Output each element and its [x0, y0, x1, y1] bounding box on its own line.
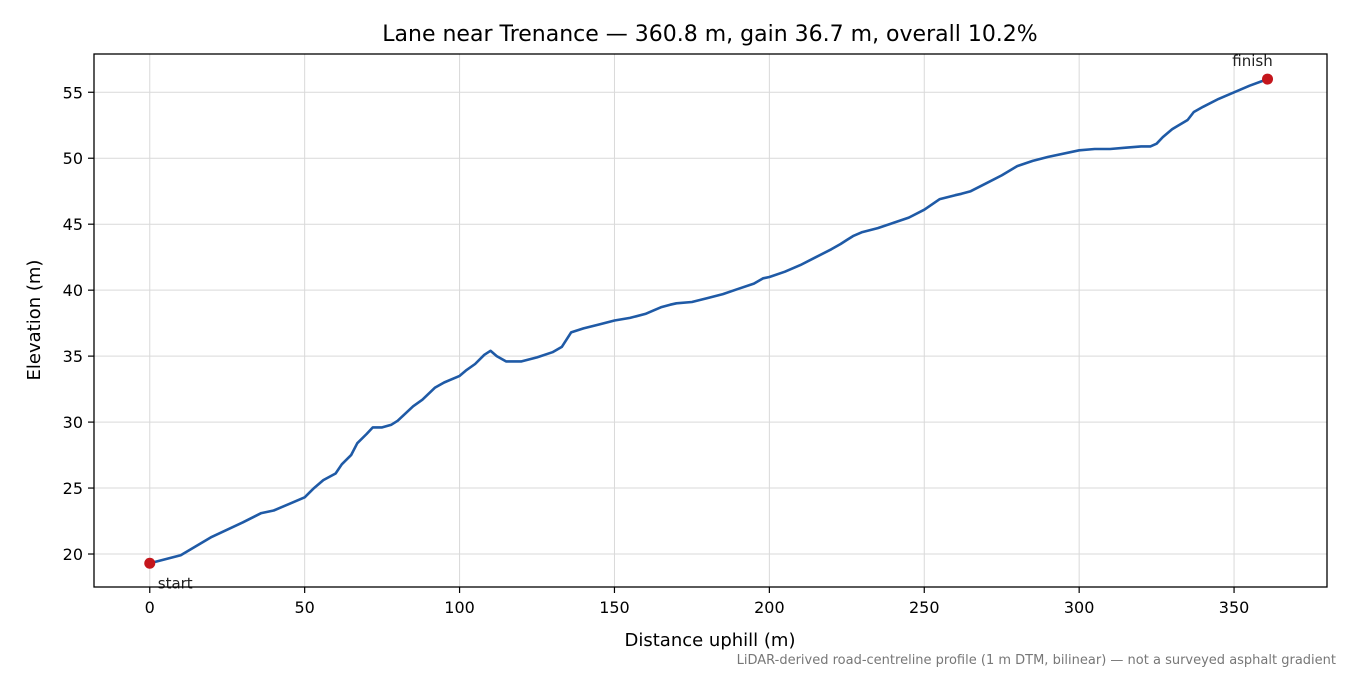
x-tick-label: 150 [599, 598, 630, 617]
y-tick-label: 25 [63, 479, 83, 498]
marker-label-start: start [158, 574, 193, 592]
elevation-profile-line [148, 77, 1269, 565]
x-axis-label: Distance uphill (m) [625, 630, 796, 651]
x-tick-label: 0 [145, 598, 155, 617]
marker-finish [1262, 73, 1274, 85]
marker-label-finish: finish [1232, 52, 1272, 70]
y-tick-label: 45 [63, 215, 83, 234]
y-tick-label: 40 [63, 281, 83, 300]
x-tick-label: 350 [1219, 598, 1250, 617]
chart-footnote: LiDAR-derived road-centreline profile (1… [737, 653, 1336, 668]
x-tick-label: 50 [294, 598, 314, 617]
chart-title: Lane near Trenance — 360.8 m, gain 36.7 … [382, 22, 1037, 47]
y-tick-label: 20 [63, 545, 83, 564]
x-tick-label: 200 [754, 598, 785, 617]
x-tick-label: 100 [444, 598, 475, 617]
y-tick-label: 35 [63, 347, 83, 366]
marker-start [144, 557, 156, 569]
y-tick-label: 30 [63, 413, 83, 432]
y-tick-label: 55 [63, 83, 83, 102]
plot-frame [93, 53, 1328, 588]
x-tick-label: 300 [1064, 598, 1095, 617]
x-tick-label: 250 [909, 598, 940, 617]
y-tick-label: 50 [63, 149, 83, 168]
axis-ticks: 0 50 100 150 200 250 300 350 20 25 30 35 40 45 50 55 [63, 83, 1250, 617]
grid-lines [94, 54, 1327, 587]
endpoint-markers: start finish [144, 52, 1274, 592]
y-axis-label: Elevation (m) [24, 260, 45, 381]
